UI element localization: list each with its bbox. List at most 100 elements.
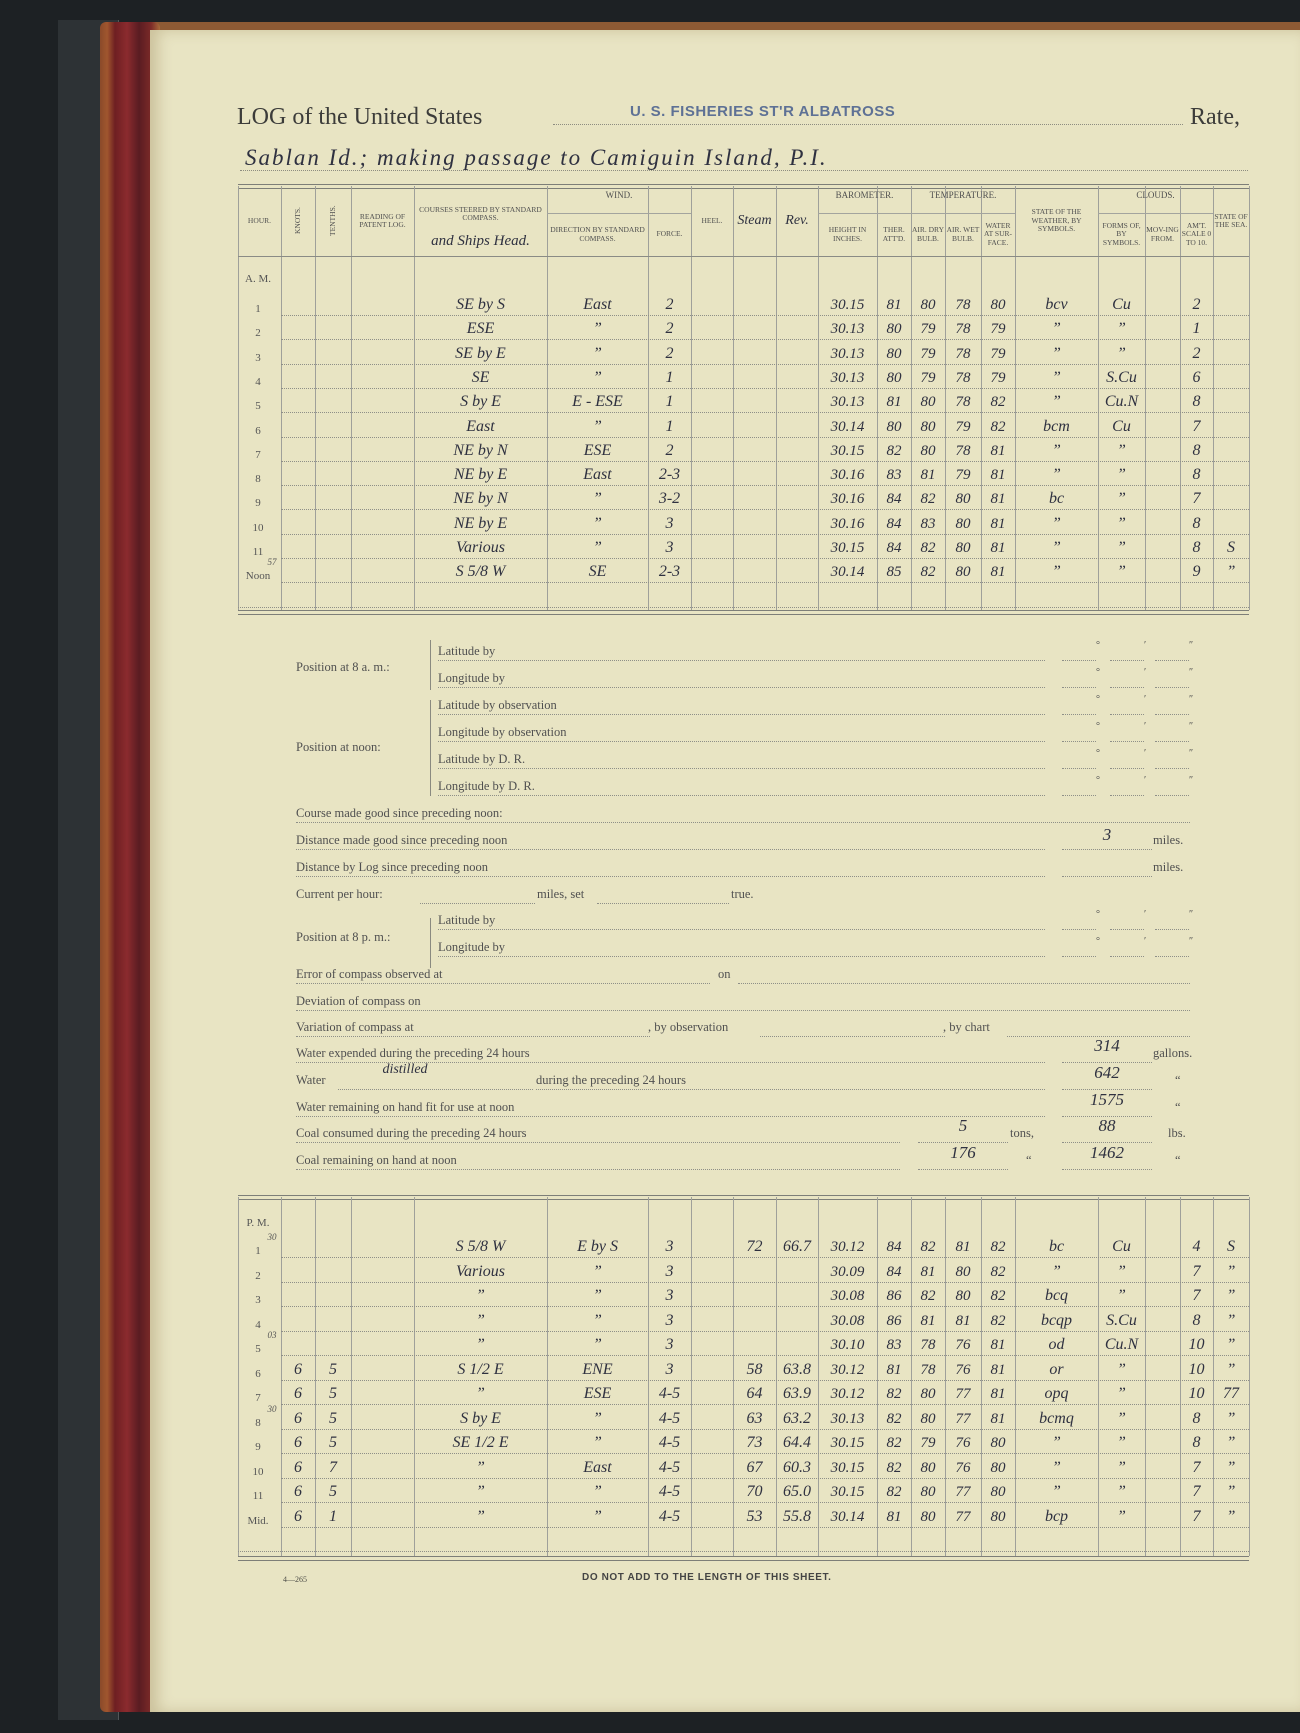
- cell-weather: ”: [1052, 539, 1061, 556]
- column-divider: [238, 1197, 239, 1556]
- cell-dry: 82: [920, 491, 936, 508]
- header-heel: Heel.: [701, 215, 723, 225]
- on-blank: [738, 983, 1190, 984]
- distance-made-good-leader: [296, 849, 1045, 850]
- water-label: Water: [296, 1073, 326, 1087]
- column-divider: [1098, 186, 1099, 610]
- cell-cloud-form: Cu: [1112, 417, 1131, 435]
- cell-cloud-amt: 8: [1192, 1311, 1201, 1329]
- cell-course: ”: [476, 1507, 485, 1525]
- header-cloud-moving: Mov-ing from.: [1146, 225, 1179, 243]
- dms-mark: ″: [1189, 640, 1194, 651]
- cell-course: ”: [476, 1311, 485, 1329]
- cell-knots: 6: [294, 1434, 302, 1451]
- dms-blank: [1110, 956, 1144, 957]
- hour-label: 11: [252, 1490, 264, 1502]
- cell-cloud-form: Cu: [1112, 296, 1131, 313]
- cell-wet: 78: [955, 345, 971, 362]
- column-divider: [547, 186, 548, 610]
- water-remaining-value: 1575: [1090, 1090, 1124, 1109]
- cell-ther: 80: [886, 345, 902, 362]
- cell-cloud-amt: 2: [1192, 344, 1201, 362]
- cell-water: 82: [990, 394, 1006, 411]
- dms-blank: [1110, 929, 1144, 930]
- table-top-rule: [238, 1195, 1249, 1200]
- cell-force: 2-3: [658, 563, 681, 581]
- cell-weather: ”: [1052, 441, 1061, 459]
- hour-label: 9: [255, 497, 261, 510]
- row-rule: [281, 363, 1249, 365]
- dms-mark: °: [1096, 667, 1100, 678]
- cell-dry: 80: [920, 1508, 936, 1525]
- remarks-line-rule: [240, 170, 1248, 171]
- remarks-line: Sablan Id.; making passage to Camiguin I…: [245, 145, 828, 170]
- cell-knots: 6: [294, 1360, 302, 1378]
- cell-wind-dir: E - ESE: [572, 393, 623, 411]
- cell-wet: 77: [955, 1484, 971, 1500]
- position-8pm-label: Position at 8 p. m.:: [296, 930, 391, 944]
- cell-sea: ”: [1226, 1434, 1236, 1451]
- cell-cloud-amt: 10: [1188, 1336, 1205, 1353]
- on-label: on: [718, 967, 731, 981]
- header-air-wet: Air. Wet Bulb.: [946, 225, 980, 243]
- hour-note: 57: [267, 557, 277, 568]
- cell-sea: ”: [1226, 1507, 1236, 1525]
- section-label: P. M.: [246, 1217, 270, 1229]
- cell-sea: 77: [1223, 1385, 1239, 1402]
- cell-force: 3: [665, 1360, 674, 1378]
- cell-cloud-amt: 7: [1192, 1483, 1201, 1500]
- cell-course: ”: [476, 1336, 485, 1353]
- cell-wind-dir: ”: [593, 417, 602, 435]
- cell-tenths: 7: [329, 1458, 337, 1476]
- dms-blank: [1062, 660, 1096, 661]
- cell-course: Various: [456, 1262, 505, 1280]
- row-rule: [281, 412, 1249, 414]
- cell-water: 81: [990, 1410, 1006, 1427]
- cell-sea: ”: [1226, 563, 1236, 581]
- cell-baro: 30.12: [830, 1386, 865, 1402]
- coal-consumed-tons: 5: [958, 1116, 968, 1135]
- cell-baro: 30.15: [830, 540, 865, 556]
- cell-tenths: 5: [329, 1434, 337, 1451]
- cell-rev: 63.8: [783, 1360, 811, 1378]
- coal-remaining-tons: 176: [950, 1143, 976, 1162]
- variation-of-compass-leader: [296, 1036, 650, 1037]
- row-rule: [281, 315, 1249, 316]
- row-rule: [281, 460, 1249, 462]
- cell-force: 2: [665, 296, 674, 313]
- cell-sea: ”: [1226, 1311, 1236, 1329]
- brace: [430, 700, 431, 796]
- header-wind-force: Force.: [656, 229, 683, 239]
- dms-blank: [1155, 741, 1189, 742]
- cell-dry: 83: [920, 515, 936, 532]
- hour-label: 7: [255, 1392, 261, 1404]
- cell-weather: ”: [1052, 1458, 1061, 1476]
- cell-weather: bcv: [1045, 296, 1068, 313]
- cell-cloud-form: ”: [1117, 1409, 1126, 1427]
- cell-weather: ”: [1052, 344, 1061, 362]
- water-distilled-value: 642: [1094, 1063, 1120, 1082]
- cell-cloud-amt: 6: [1192, 368, 1201, 386]
- cell-cloud-form: ”: [1117, 1507, 1126, 1525]
- cell-force: 4-5: [658, 1507, 681, 1525]
- position-noon-lat-obs-label: Latitude by observation: [438, 698, 557, 712]
- dms-blank: [1155, 714, 1189, 715]
- cell-wet: 78: [955, 442, 971, 459]
- cell-dry: 80: [920, 297, 936, 313]
- cell-dry: 79: [920, 345, 936, 362]
- cell-cloud-form: ”: [1117, 441, 1126, 459]
- cell-dry: 82: [920, 564, 936, 581]
- cell-sea: S: [1227, 539, 1235, 556]
- dms-blank: [1062, 768, 1096, 769]
- cell-cloud-amt: 9: [1192, 563, 1201, 581]
- cell-knots: 6: [294, 1409, 302, 1427]
- cell-knots: 6: [294, 1458, 302, 1476]
- dms-mark: °: [1096, 640, 1100, 651]
- cell-course: S by E: [460, 393, 501, 411]
- cell-wet: 78: [955, 321, 971, 338]
- header-tenths: Tenths.: [327, 205, 337, 237]
- cell-wind-dir: ENE: [582, 1360, 613, 1378]
- cell-baro: 30.13: [830, 321, 865, 338]
- header-wind-direction: Direction by Standard Compass.: [550, 225, 645, 243]
- cell-baro: 30.13: [830, 1410, 865, 1427]
